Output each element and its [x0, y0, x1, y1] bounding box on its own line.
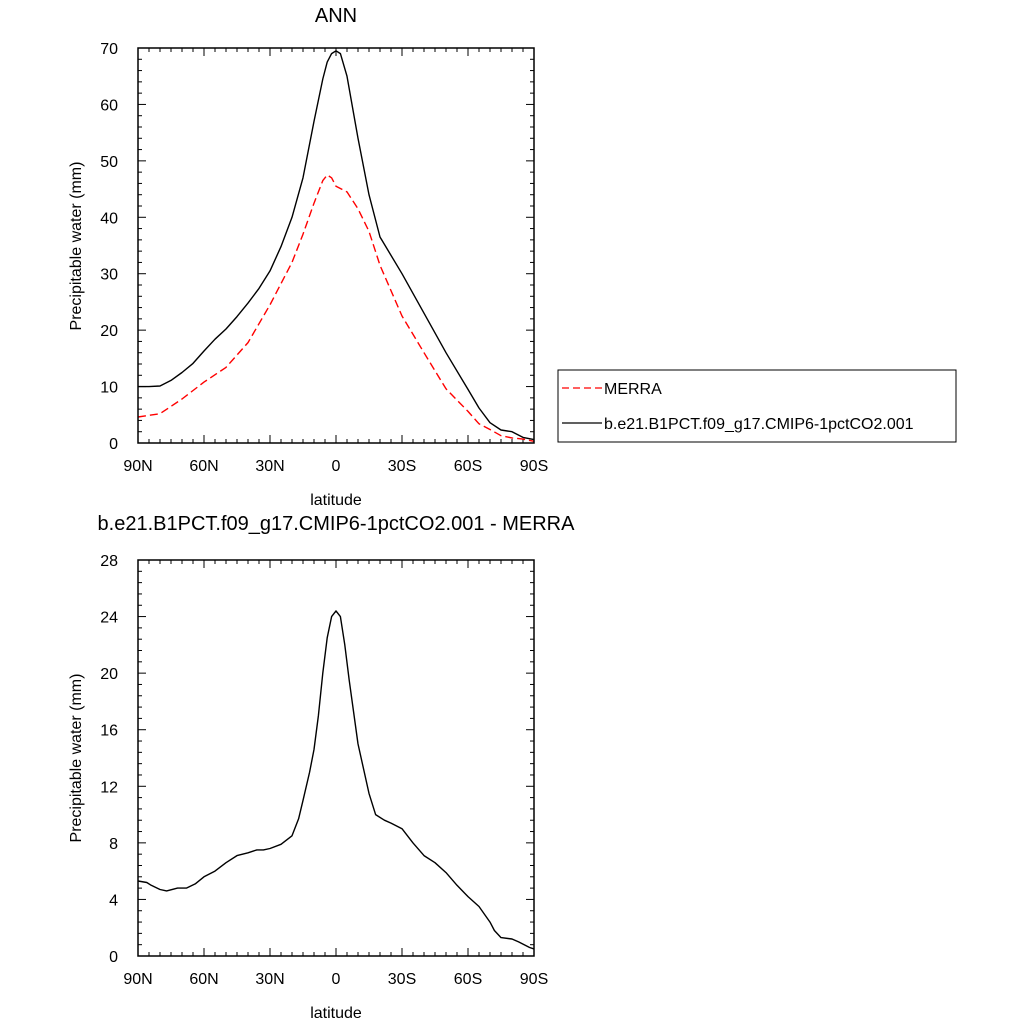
top-x-tick-label: 30N — [255, 458, 284, 475]
bottom-panel: b.e21.B1PCT.f09_g17.CMIP6-1pctCO2.001 - … — [68, 513, 575, 1022]
bottom-x-axis-label: latitude — [310, 1005, 362, 1022]
bottom-y-tick-label: 12 — [100, 779, 118, 796]
top-series-line-0 — [137, 174, 535, 442]
bottom-y-tick-label: 0 — [109, 949, 118, 966]
top-x-tick-label: 90N — [123, 458, 152, 475]
top-panel: ANN 90N 60N 30N 0 30S 60S 90S 0 10 20 30 40 50 60 70 l… — [68, 5, 548, 509]
bottom-plot-frame — [137, 559, 535, 957]
top-x-tick-label: 30S — [388, 458, 416, 475]
bottom-y-tick-label: 8 — [109, 836, 118, 853]
bottom-y-tick-label: 24 — [100, 610, 118, 627]
top-y-tick-label: 20 — [100, 323, 118, 340]
legend: MERRA b.e21.B1PCT.f09_g17.CMIP6-1pctCO2.… — [557, 369, 957, 443]
bottom-y-tick-label: 28 — [100, 553, 118, 570]
bottom-x-tick-label: 30S — [388, 971, 416, 988]
top-axes: 90N 60N 30N 0 30S 60S 90S 0 10 20 30 40 50 60 70 — [100, 41, 548, 475]
bottom-chart-title: b.e21.B1PCT.f09_g17.CMIP6-1pctCO2.001 - … — [98, 513, 576, 535]
bottom-y-tick-label: 4 — [109, 892, 118, 909]
bottom-y-tick-label: 20 — [100, 666, 118, 683]
bottom-y-tick-label: 16 — [100, 723, 118, 740]
top-y-tick-label: 10 — [100, 380, 118, 397]
top-series-line-1 — [138, 50, 535, 441]
top-y-tick-label: 0 — [109, 436, 118, 453]
bottom-axes: 90N 60N 30N 0 30S 60S 90S 0 4 8 12 16 20 24 28 — [100, 553, 548, 988]
top-x-tick-label: 60N — [189, 458, 218, 475]
top-y-tick-label: 50 — [100, 154, 118, 171]
top-y-tick-label: 70 — [100, 41, 118, 58]
bottom-series-group — [137, 610, 535, 950]
top-x-tick-label: 90S — [520, 458, 548, 475]
bottom-y-axis-label: Precipitable water (mm) — [68, 674, 85, 843]
top-x-axis-label: latitude — [310, 492, 362, 509]
bottom-series-line-0 — [137, 610, 535, 950]
top-x-tick-label: 60S — [454, 458, 482, 475]
legend-label-model: b.e21.B1PCT.f09_g17.CMIP6-1pctCO2.001 — [604, 416, 914, 433]
top-y-tick-label: 30 — [100, 267, 118, 284]
legend-box — [557, 369, 957, 443]
top-plot-frame — [137, 47, 535, 444]
top-x-tick-label: 0 — [332, 458, 341, 475]
bottom-x-tick-label: 60S — [454, 971, 482, 988]
top-y-tick-label: 40 — [100, 210, 118, 227]
bottom-x-tick-label: 90N — [123, 971, 152, 988]
top-series-group — [137, 50, 535, 442]
top-y-tick-label: 60 — [100, 97, 118, 114]
bottom-x-tick-label: 30N — [255, 971, 284, 988]
bottom-x-tick-label: 0 — [332, 971, 341, 988]
bottom-x-tick-label: 60N — [189, 971, 218, 988]
top-y-axis-label: Precipitable water (mm) — [68, 162, 85, 331]
bottom-x-tick-label: 90S — [520, 971, 548, 988]
legend-label-merra: MERRA — [604, 381, 662, 398]
top-chart-title: ANN — [315, 5, 357, 27]
